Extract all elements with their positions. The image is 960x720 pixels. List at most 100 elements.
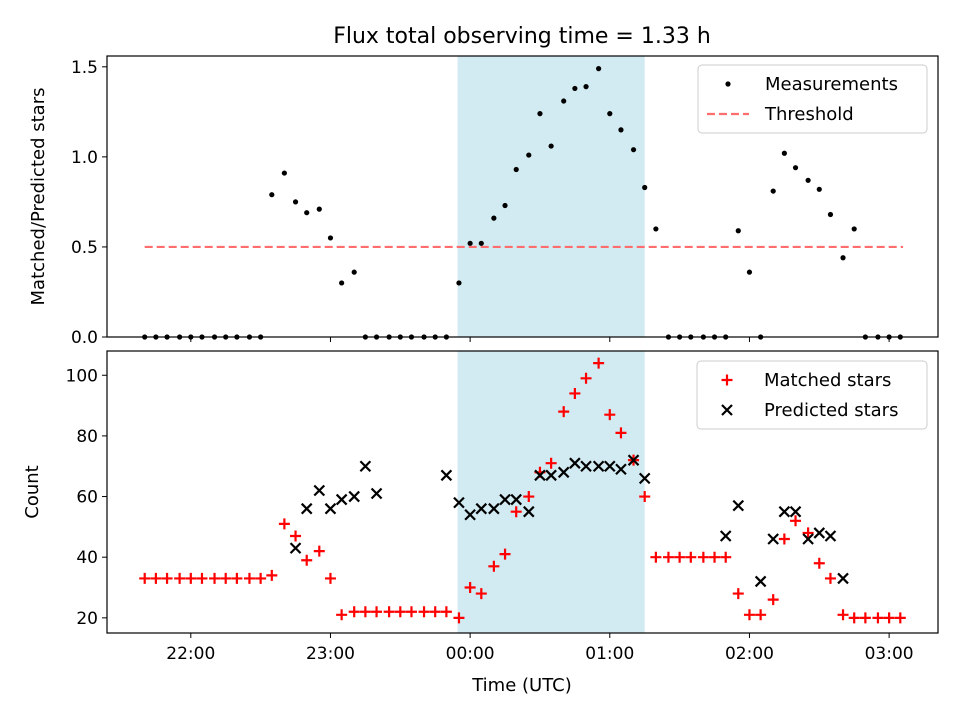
data-point: [593, 357, 605, 369]
data-point: [467, 240, 473, 246]
data-point: [569, 457, 581, 469]
data-point: [792, 165, 799, 171]
count-panel: 20 40 60 80 100 22:00 23:00 00:00 01:00 02:00 03:0…: [22, 350, 939, 664]
x-tick-label: 03:00: [865, 644, 914, 664]
data-point: [351, 269, 357, 275]
data-point: [732, 588, 744, 600]
data-point: [313, 545, 325, 557]
data-point: [685, 551, 697, 563]
data-point: [848, 612, 860, 624]
legend-box: [697, 64, 928, 134]
data-point: [720, 551, 732, 563]
chart-title: Flux total observing time = 1.33 h: [333, 24, 711, 49]
data-point: [662, 551, 674, 563]
data-point: [627, 454, 640, 466]
data-point: [824, 530, 837, 542]
data-point: [732, 499, 745, 512]
data-point: [642, 184, 648, 191]
legend-label: Measurements: [765, 74, 898, 95]
data-point: [638, 472, 651, 485]
legend: Matched stars Predicted stars: [696, 360, 928, 430]
observing-window-highlight: [457, 56, 645, 337]
data-point: [557, 466, 570, 479]
data-point: [872, 612, 884, 624]
data-point: [464, 508, 476, 521]
y-tick-label: 0.0: [71, 328, 98, 348]
data-point: [335, 493, 348, 506]
data-point: [316, 206, 322, 212]
data-point: [231, 572, 243, 584]
data-point: [674, 551, 686, 563]
data-point: [292, 199, 299, 205]
data-point: [770, 188, 776, 194]
legend-label: Matched stars: [764, 370, 891, 391]
data-point: [209, 572, 221, 584]
data-point: [883, 612, 895, 624]
x-tick-label: 22:00: [166, 644, 215, 664]
data-point: [510, 506, 522, 518]
data-point: [545, 457, 557, 469]
data-point: [499, 548, 511, 560]
data-point: [475, 588, 487, 600]
data-point: [324, 572, 336, 584]
data-point: [837, 572, 849, 585]
data-point: [243, 572, 255, 584]
data-point: [548, 143, 554, 149]
data-point: [558, 406, 570, 418]
data-point: [348, 490, 360, 503]
x-tick-label: 01:00: [585, 644, 634, 664]
x-tick-label: 00:00: [446, 644, 495, 664]
data-point: [534, 469, 546, 482]
data-point: [453, 612, 465, 624]
data-point: [336, 609, 348, 621]
y-tick-label: 100: [66, 366, 98, 386]
data-point: [618, 127, 624, 133]
data-point: [859, 612, 871, 624]
data-point: [615, 463, 627, 476]
data-point: [596, 66, 602, 72]
data-point: [301, 554, 313, 566]
axes-frame: [106, 350, 939, 634]
data-point: [220, 572, 232, 584]
data-point: [327, 235, 334, 241]
data-point: [523, 505, 535, 518]
data-point: [778, 533, 790, 545]
data-point: [789, 505, 802, 518]
data-point: [464, 582, 476, 594]
data-point: [418, 606, 430, 618]
data-point: [755, 609, 767, 621]
data-point: [289, 542, 302, 554]
y-tick-label: 60: [76, 488, 98, 508]
x-tick-label: 23:00: [306, 644, 355, 664]
y-axis-label: Matched/Predicted stars: [28, 88, 49, 306]
data-point: [488, 560, 500, 572]
data-point: [827, 211, 834, 218]
data-point: [580, 460, 592, 473]
y-tick-label: 20: [76, 609, 98, 629]
series-matched-stars: [139, 357, 906, 624]
data-point: [743, 609, 755, 621]
data-point: [359, 606, 371, 618]
data-point: [281, 170, 287, 176]
y-tick-label: 80: [76, 427, 98, 447]
data-point: [790, 515, 802, 527]
data-point: [653, 226, 659, 232]
data-point: [370, 487, 383, 500]
data-point: [339, 280, 345, 286]
data-point: [607, 111, 613, 117]
data-point: [802, 527, 814, 539]
data-point: [324, 502, 337, 515]
data-point: [150, 572, 162, 584]
data-point: [348, 606, 360, 618]
data-point: [290, 530, 302, 542]
data-point: [572, 85, 578, 92]
data-point: [440, 606, 452, 618]
y-tick-label: 1.5: [71, 58, 98, 78]
data-point: [735, 228, 741, 234]
series-predicted-stars: [289, 454, 849, 588]
data-point: [816, 186, 822, 192]
data-point: [569, 387, 581, 399]
data-point: [837, 609, 849, 621]
legend: Measurements Threshold: [697, 64, 928, 134]
